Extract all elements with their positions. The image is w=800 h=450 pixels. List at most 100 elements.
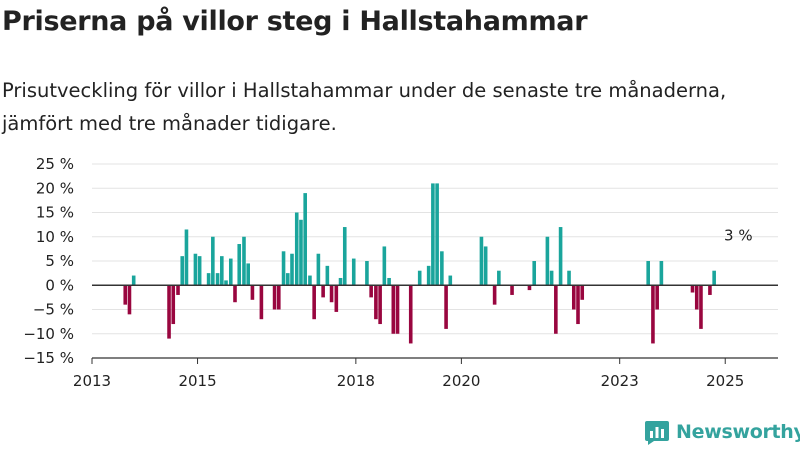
bar bbox=[395, 285, 400, 334]
bar bbox=[708, 285, 712, 295]
x-tick-label: 2025 bbox=[706, 372, 744, 390]
bar bbox=[435, 183, 439, 286]
bar bbox=[206, 273, 211, 286]
bar bbox=[440, 251, 444, 286]
bar bbox=[277, 285, 281, 310]
bar bbox=[259, 285, 264, 320]
bar bbox=[242, 236, 246, 286]
bar bbox=[365, 261, 369, 286]
bar bbox=[184, 229, 189, 286]
latest-value-label: 3 % bbox=[724, 227, 753, 245]
bar bbox=[250, 285, 255, 300]
bar bbox=[211, 236, 215, 286]
x-tick-label: 2013 bbox=[73, 372, 111, 390]
bar bbox=[549, 270, 554, 286]
y-tick-label: −15 % bbox=[23, 349, 74, 367]
bar bbox=[448, 275, 453, 286]
bar bbox=[378, 285, 382, 325]
bar bbox=[171, 285, 176, 325]
newsworthy-icon bbox=[645, 421, 669, 445]
bar bbox=[127, 285, 132, 315]
bar bbox=[497, 270, 501, 286]
bar bbox=[342, 227, 347, 286]
bar bbox=[325, 265, 330, 286]
bar bbox=[646, 261, 650, 286]
y-tick-label: 15 % bbox=[36, 204, 74, 222]
bar bbox=[699, 285, 703, 329]
bar bbox=[532, 261, 537, 286]
chart-subtitle: Prisutveckling för villor i Hallstahamma… bbox=[2, 79, 727, 135]
bar bbox=[554, 285, 558, 334]
bar bbox=[571, 285, 576, 310]
bar bbox=[338, 277, 343, 286]
bar bbox=[417, 270, 422, 286]
bar bbox=[167, 285, 171, 339]
bar bbox=[294, 212, 299, 286]
bar bbox=[329, 285, 334, 303]
bar bbox=[272, 285, 277, 310]
bar bbox=[492, 285, 497, 305]
y-tick-label: 10 % bbox=[36, 228, 74, 246]
bar bbox=[408, 285, 413, 344]
bar bbox=[215, 273, 220, 286]
x-tick-label: 2023 bbox=[601, 372, 639, 390]
y-axis-labels: 25 % 20 % 15 % 10 % 5 % 0 % −5 % −10 % −15 % bbox=[23, 155, 74, 367]
bar bbox=[316, 253, 321, 286]
y-tick-label: −5 % bbox=[33, 301, 74, 319]
bar bbox=[285, 273, 290, 286]
bar bbox=[391, 285, 396, 334]
bar bbox=[580, 285, 585, 300]
bar bbox=[545, 236, 550, 286]
bar bbox=[483, 246, 488, 286]
brand-name: Newsworthy bbox=[676, 421, 800, 443]
bar bbox=[655, 285, 659, 310]
bar bbox=[123, 285, 128, 305]
x-axis-labels: 2013 2015 2018 2020 2023 2025 bbox=[73, 358, 744, 390]
bar bbox=[180, 256, 185, 286]
bar bbox=[444, 285, 448, 329]
bar bbox=[224, 280, 228, 286]
bar bbox=[228, 258, 233, 286]
bar bbox=[290, 253, 294, 286]
bar bbox=[479, 236, 484, 286]
y-tick-label: 25 % bbox=[36, 155, 74, 173]
bar bbox=[334, 285, 339, 312]
bar bbox=[237, 244, 242, 286]
bar bbox=[694, 285, 699, 310]
bar bbox=[558, 227, 563, 286]
bar bbox=[233, 285, 237, 303]
bar bbox=[351, 258, 356, 286]
bar bbox=[510, 285, 514, 295]
bar bbox=[374, 285, 378, 320]
y-tick-label: 20 % bbox=[36, 179, 74, 197]
bar bbox=[567, 270, 571, 286]
chart-title: Priserna på villor steg i Hallstahammar bbox=[2, 6, 588, 37]
bar bbox=[712, 270, 716, 286]
bar bbox=[131, 275, 136, 286]
bar bbox=[431, 183, 435, 286]
bar bbox=[299, 219, 303, 286]
bar bbox=[690, 285, 695, 293]
y-tick-label: 5 % bbox=[45, 252, 74, 270]
bar bbox=[220, 256, 224, 286]
y-tick-label: −10 % bbox=[23, 325, 74, 343]
bar bbox=[303, 193, 307, 286]
bar bbox=[382, 246, 387, 286]
bar bbox=[426, 265, 431, 286]
bar bbox=[527, 285, 532, 291]
bar bbox=[659, 261, 664, 286]
bar bbox=[246, 263, 250, 286]
bar bbox=[176, 285, 180, 295]
bar bbox=[308, 275, 312, 286]
x-tick-label: 2020 bbox=[442, 372, 480, 390]
bar bbox=[576, 285, 580, 325]
y-tick-label: 0 % bbox=[45, 276, 74, 294]
bar bbox=[369, 285, 373, 298]
x-tick-label: 2018 bbox=[337, 372, 375, 390]
bar bbox=[197, 256, 202, 286]
bar bbox=[321, 285, 325, 298]
x-tick-label: 2015 bbox=[178, 372, 216, 390]
bars bbox=[123, 183, 716, 344]
bar bbox=[312, 285, 316, 320]
